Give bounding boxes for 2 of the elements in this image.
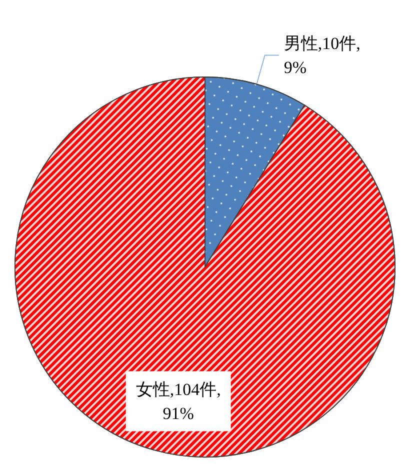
slice-label: 男性,10件, 9% [284, 34, 360, 77]
slice-label: 女性,104件, 91% [136, 380, 221, 423]
